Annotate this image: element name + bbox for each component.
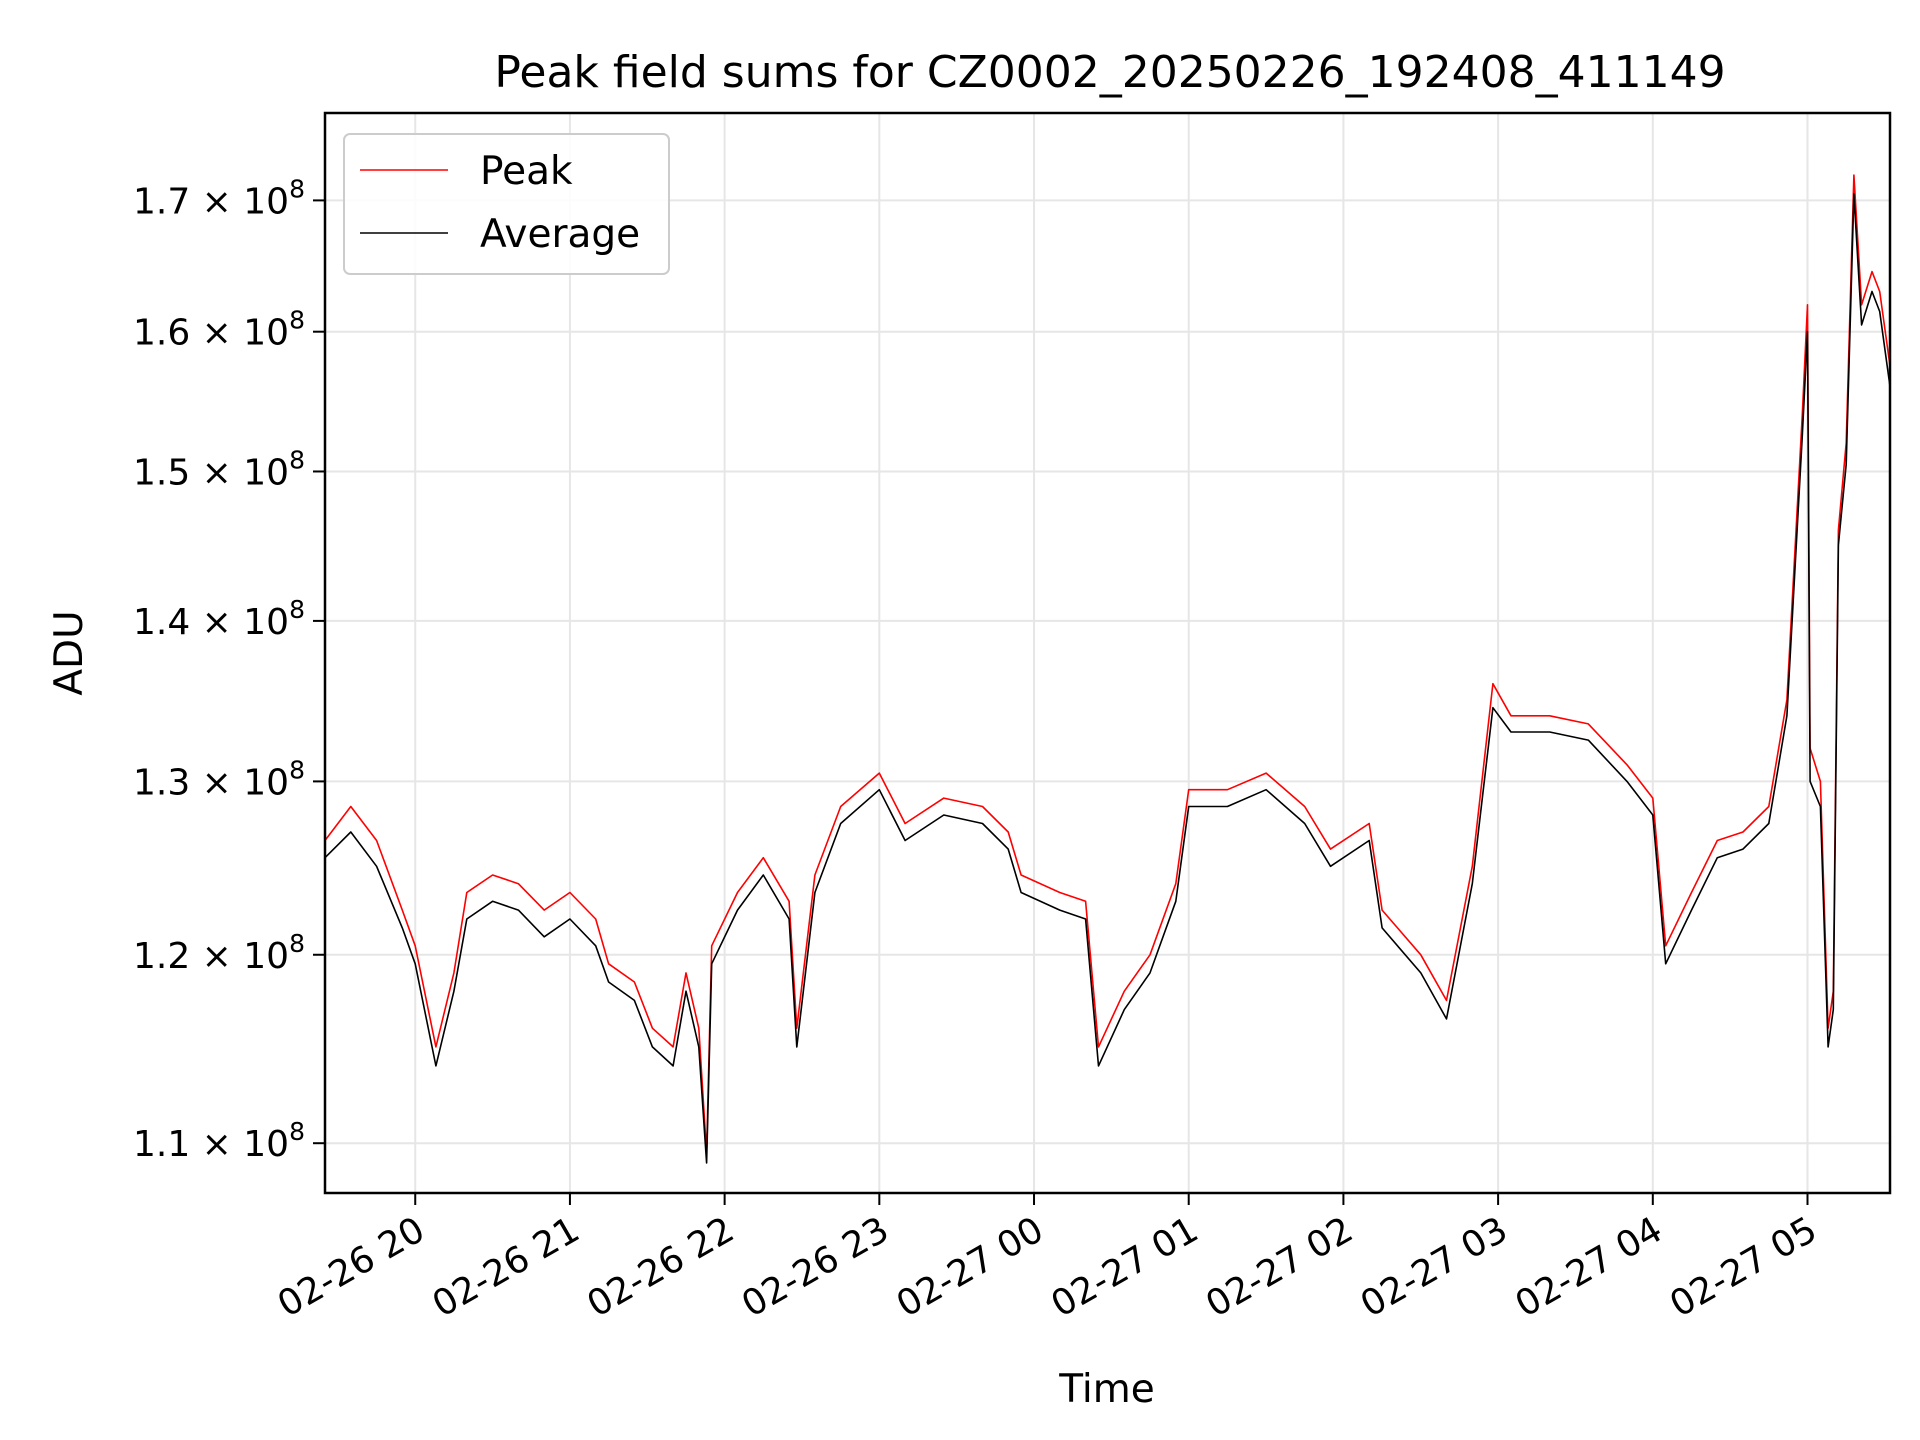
y-tick-exponent: 8 (289, 306, 305, 335)
y-tick-mantissa: 1.6 × 10 (133, 313, 289, 354)
chart-title: Peak field sums for CZ0002_20250226_1924… (494, 47, 1725, 98)
y-tick-label: 1.3 × 108 (133, 755, 305, 803)
y-tick-exponent: 8 (289, 174, 305, 203)
legend-label-average: Average (480, 212, 640, 257)
y-tick-exponent: 8 (289, 755, 305, 784)
y-tick-label: 1.4 × 108 (133, 595, 305, 643)
y-tick-label: 1.7 × 108 (133, 174, 305, 222)
y-tick-exponent: 8 (289, 1117, 305, 1146)
legend-box (343, 133, 670, 275)
series-line-average (324, 193, 1891, 1164)
y-tick-mantissa: 1.3 × 10 (133, 762, 289, 803)
y-tick-mantissa: 1.1 × 10 (133, 1124, 289, 1165)
grid (325, 113, 1890, 1193)
series-layer (324, 174, 1891, 1164)
series-line-peak (324, 174, 1891, 1154)
y-tick-exponent: 8 (289, 595, 305, 624)
y-tick-mantissa: 1.4 × 10 (133, 602, 289, 643)
y-tick-mantissa: 1.5 × 10 (133, 452, 289, 493)
y-tick-label: 1.6 × 108 (133, 306, 305, 354)
y-tick-mantissa: 1.7 × 10 (133, 181, 289, 222)
y-tick-label: 1.1 × 108 (133, 1117, 305, 1165)
legend: Peak Average (343, 133, 670, 275)
y-tick-label: 1.5 × 108 (133, 445, 305, 493)
legend-label-peak: Peak (480, 149, 573, 194)
plot-frame (323, 111, 1892, 1195)
y-tick-mantissa: 1.2 × 10 (133, 936, 289, 977)
y-tick-label: 1.2 × 108 (133, 929, 305, 977)
y-tick-exponent: 8 (289, 929, 305, 958)
y-axis-label: ADU (47, 610, 92, 695)
x-axis-label: Time (1058, 1367, 1154, 1412)
y-tick-exponent: 8 (289, 445, 305, 474)
